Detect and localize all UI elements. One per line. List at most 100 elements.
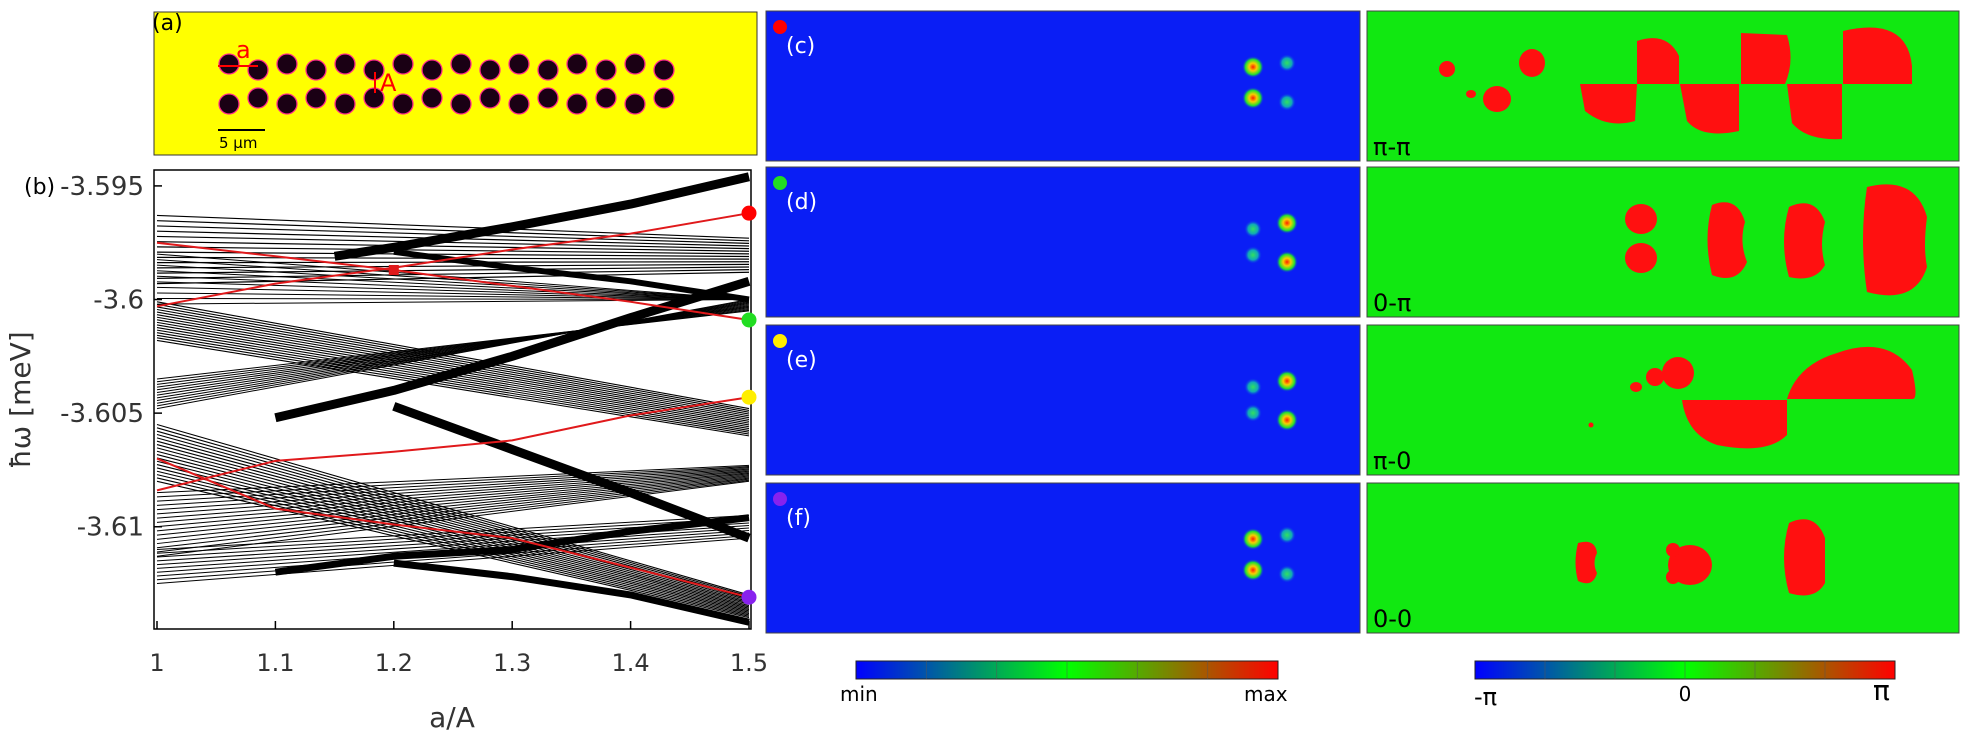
bulk-band-line: [156, 467, 750, 502]
phase-map: [1366, 482, 1960, 634]
phase-region: [1625, 204, 1657, 234]
intensity-min-label: min: [840, 682, 878, 706]
bulk-band-line: [156, 440, 750, 603]
intensity-spot: [1278, 565, 1296, 583]
phase-region: [1680, 84, 1739, 134]
mode-color-dot: [773, 334, 787, 348]
intensity-panel-label: (d): [786, 190, 817, 215]
edge-state-line: [156, 241, 750, 321]
bulk-band-line: [156, 447, 750, 605]
phase-region: [1625, 243, 1657, 273]
pillar: [450, 53, 472, 75]
pillar: [566, 93, 588, 115]
phase-max-label: π: [1873, 674, 1890, 707]
y-tick-label: -3.605: [60, 399, 144, 429]
edge-state-line: [156, 396, 750, 492]
phase-region: [1637, 38, 1679, 84]
phase-region: [1466, 90, 1476, 98]
pillar: [247, 59, 269, 81]
bulk-band-line: [156, 270, 750, 301]
intensity-map: [765, 10, 1361, 162]
bulk-band-edge: [274, 514, 750, 576]
lattice-A-label: A: [380, 69, 397, 97]
bulk-band-line: [156, 479, 750, 553]
y-tick-label: -3.6: [93, 286, 144, 316]
pillar: [218, 53, 240, 75]
mode-color-dot: [773, 492, 787, 506]
bulk-band-edge: [274, 276, 751, 423]
bulk-band-line: [156, 469, 750, 511]
intensity-panel-label: (c): [786, 34, 815, 59]
panel-b-label: (b): [24, 175, 55, 200]
axis-ticks: 1 1.1 1.2 1.3 1.4 1.5 -3.595 -3.6 -3.605 -3.61: [60, 172, 768, 677]
bulk-band-line: [156, 472, 750, 523]
panel-a: (a) a A 5 μm: [152, 11, 758, 156]
bulk-bands: [156, 172, 751, 626]
bulk-band-line: [156, 474, 750, 532]
intensity-spot: [1244, 246, 1262, 264]
edge-state-line: [156, 212, 750, 308]
phase-region: [1483, 86, 1511, 112]
pillar: [508, 53, 530, 75]
x-tick-label: 1.3: [493, 649, 531, 677]
bulk-band-line: [156, 457, 750, 609]
pillar: [624, 93, 646, 115]
panel-a-label: (a): [152, 11, 183, 36]
bulk-band-line: [156, 316, 750, 421]
bulk-band-line: [156, 235, 750, 250]
intensity-map: [765, 482, 1361, 634]
plot-square-marker: [388, 264, 399, 275]
end-point-marker: [741, 205, 757, 221]
edge-state-lines: [156, 212, 750, 599]
bulk-band-line: [156, 292, 750, 301]
x-tick-label: 1.5: [730, 649, 768, 677]
bulk-band-line: [156, 299, 750, 305]
pillar: [450, 93, 472, 115]
bulk-band-line: [156, 286, 750, 301]
phase-region: [1741, 33, 1791, 84]
intensity-spot: [1244, 378, 1262, 396]
bulk-band-line: [156, 465, 750, 498]
x-tick-label: 1.2: [375, 649, 413, 677]
mode-color-dot: [773, 176, 787, 190]
phase-region: [1662, 357, 1694, 389]
phase-region: [1519, 49, 1545, 77]
bulk-band-line: [156, 263, 750, 269]
bulk-band-line: [156, 517, 750, 554]
pillar: [392, 53, 414, 75]
phase-region: [1843, 27, 1912, 85]
intensity-spot: [1242, 559, 1264, 581]
bulk-band-line: [156, 478, 750, 549]
bulk-band-line: [156, 471, 750, 519]
pillar: [305, 59, 327, 81]
bulk-band-line: [156, 473, 750, 528]
bulk-band-line: [156, 306, 750, 413]
phase-region: [1575, 541, 1597, 584]
end-point-marker: [741, 312, 757, 328]
bulk-band-edge: [392, 402, 751, 543]
pillar: [334, 93, 356, 115]
intensity-colorbar: min max: [840, 660, 1288, 706]
bulk-band-line: [156, 308, 750, 415]
mode-row: (c) π-π: [765, 10, 1960, 162]
end-point-marker: [741, 589, 757, 605]
bulk-band-line: [156, 281, 750, 301]
phase-region: [1784, 203, 1825, 279]
phase-colorbar: -π 0 π: [1474, 660, 1896, 711]
bulk-band-line: [156, 423, 750, 596]
phase-panel-label: 0-π: [1373, 289, 1411, 317]
bulk-band-line: [156, 470, 750, 615]
bulk-band-line: [156, 314, 750, 419]
phase-regions: [1588, 346, 1916, 449]
bulk-band-line: [156, 464, 750, 612]
intensity-spot: [1276, 409, 1298, 431]
pillar: [595, 87, 617, 109]
bulk-band-line: [156, 298, 750, 301]
bulk-band-line: [156, 430, 750, 599]
bulk-band-line: [156, 303, 750, 411]
pillar: [624, 53, 646, 75]
mode-row: (f) 0-0: [765, 482, 1960, 634]
intensity-panel-label: (e): [786, 348, 817, 373]
bulk-band-line: [156, 251, 750, 258]
bulk-band-line: [156, 264, 750, 301]
